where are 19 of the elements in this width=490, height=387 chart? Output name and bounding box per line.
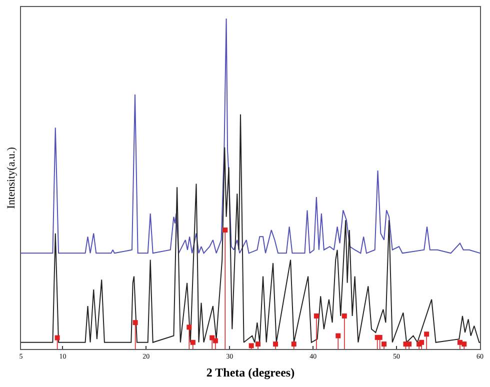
- point: [314, 313, 319, 318]
- point: [382, 342, 387, 347]
- x-axis-title: 2 Theta (degrees): [206, 365, 295, 380]
- point: [54, 335, 60, 340]
- point: [424, 332, 430, 337]
- point: [186, 324, 192, 330]
- point: [377, 334, 382, 340]
- point: [273, 342, 278, 347]
- point: [222, 228, 228, 233]
- y-axis-title: Intensity(a.u.): [6, 146, 18, 209]
- point: [342, 313, 347, 318]
- point: [419, 340, 424, 345]
- point: [291, 342, 296, 347]
- point: [336, 333, 341, 338]
- point: [256, 342, 261, 347]
- point: [132, 320, 138, 326]
- point: [406, 342, 412, 347]
- point: [190, 340, 196, 345]
- point: [212, 338, 218, 344]
